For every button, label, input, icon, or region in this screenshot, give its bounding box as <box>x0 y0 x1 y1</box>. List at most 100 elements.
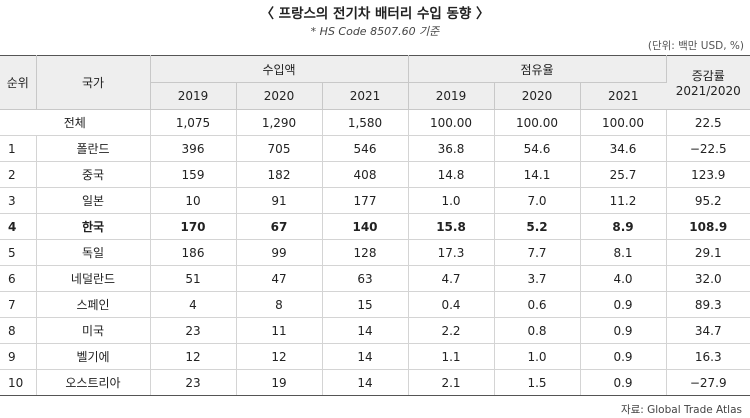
header-rank: 순위 <box>0 55 37 110</box>
table-cell: 8.1 <box>580 239 667 266</box>
table-cell: 182 <box>236 161 323 188</box>
header-country: 국가 <box>36 55 151 110</box>
header-import-year: 2021 <box>322 82 409 110</box>
table-cell: 11.2 <box>580 187 667 214</box>
table-row: 8 미국 23 11 14 2.2 0.8 0.9 34.7 <box>0 317 750 344</box>
country-cell: 오스트리아 <box>36 369 151 396</box>
country-cell: 미국 <box>36 317 151 344</box>
table-cell: 14 <box>322 369 409 396</box>
table-cell: 2.1 <box>408 369 495 396</box>
country-cell: 네덜란드 <box>36 265 151 292</box>
table-cell: 100.00 <box>408 109 495 136</box>
table-cell: 32.0 <box>666 265 750 292</box>
table-row: 3 일본 10 91 177 1.0 7.0 11.2 95.2 <box>0 187 750 214</box>
table-cell: 0.9 <box>580 369 667 396</box>
table-cell: 1.5 <box>494 369 581 396</box>
rank-cell: 5 <box>0 239 37 266</box>
table-cell: 546 <box>322 135 409 162</box>
table-cell: 1,580 <box>322 109 409 136</box>
rank-cell: 9 <box>0 343 37 370</box>
rank-cell: 8 <box>0 317 37 344</box>
country-cell: 중국 <box>36 161 151 188</box>
table-cell: 8.9 <box>580 213 667 240</box>
table-row: 2 중국 159 182 408 14.8 14.1 25.7 123.9 <box>0 161 750 188</box>
table-cell: 89.3 <box>666 291 750 318</box>
table-cell: 159 <box>150 161 237 188</box>
table-cell: 29.1 <box>666 239 750 266</box>
import-table: 순위 국가 수입액 점유율 증감률 2021/2020 2019 2020 20… <box>0 55 750 396</box>
table-cell: 1.1 <box>408 343 495 370</box>
table-row: 4 한국 170 67 140 15.8 5.2 8.9 108.9 <box>0 213 750 240</box>
table-cell: 11 <box>236 317 323 344</box>
table-cell: 12 <box>236 343 323 370</box>
table-cell: 1,290 <box>236 109 323 136</box>
table-cell: 14 <box>322 317 409 344</box>
table-cell: 54.6 <box>494 135 581 162</box>
table-cell: 7.7 <box>494 239 581 266</box>
table-cell: 22.5 <box>666 109 750 136</box>
table-cell: 23 <box>150 369 237 396</box>
table-cell: 108.9 <box>666 213 750 240</box>
table-cell: 186 <box>150 239 237 266</box>
country-cell: 일본 <box>36 187 151 214</box>
header-growth-period: 2021/2020 <box>675 84 741 98</box>
table-cell: 7.0 <box>494 187 581 214</box>
table-cell: 8 <box>236 291 323 318</box>
table-title: 〈 프랑스의 전기차 배터리 수입 동향 〉 <box>260 6 490 22</box>
table-cell: 396 <box>150 135 237 162</box>
table-cell: 25.7 <box>580 161 667 188</box>
table-cell: 2.2 <box>408 317 495 344</box>
table-cell: 63 <box>322 265 409 292</box>
table-cell: 51 <box>150 265 237 292</box>
table-cell: 0.9 <box>580 291 667 318</box>
table-cell: 123.9 <box>666 161 750 188</box>
table-cell: 47 <box>236 265 323 292</box>
table-cell: 1.0 <box>408 187 495 214</box>
rank-cell: 3 <box>0 187 37 214</box>
table-row: 1 폴란드 396 705 546 36.8 54.6 34.6 −22.5 <box>0 135 750 162</box>
table-cell: 140 <box>322 213 409 240</box>
table-cell: 4.0 <box>580 265 667 292</box>
table-cell: 3.7 <box>494 265 581 292</box>
unit-label: (단위: 백만 USD, %) <box>647 40 744 52</box>
table-cell: 0.8 <box>494 317 581 344</box>
table-row: 9 벨기에 12 12 14 1.1 1.0 0.9 16.3 <box>0 343 750 370</box>
table-cell: 19 <box>236 369 323 396</box>
table-cell: 14.8 <box>408 161 495 188</box>
table-cell: 0.9 <box>580 343 667 370</box>
table-cell: 177 <box>322 187 409 214</box>
table-cell: 705 <box>236 135 323 162</box>
table-cell: 17.3 <box>408 239 495 266</box>
table-cell: 100.00 <box>580 109 667 136</box>
table-row: 10 오스트리아 23 19 14 2.1 1.5 0.9 −27.9 <box>0 369 750 396</box>
total-row: 전체 1,075 1,290 1,580 100.00 100.00 100.0… <box>0 109 750 136</box>
table-cell: 15 <box>322 291 409 318</box>
table-cell: 14 <box>322 343 409 370</box>
rank-cell: 2 <box>0 161 37 188</box>
table-cell: 10 <box>150 187 237 214</box>
table-row: 6 네덜란드 51 47 63 4.7 3.7 4.0 32.0 <box>0 265 750 292</box>
table-cell: 34.7 <box>666 317 750 344</box>
table-cell: 0.9 <box>580 317 667 344</box>
rank-cell: 10 <box>0 369 37 396</box>
header-import-amount: 수입액 <box>150 55 409 83</box>
hs-code-note: * HS Code 8507.60 기준 <box>310 25 440 38</box>
table-cell: 23 <box>150 317 237 344</box>
table-row: 7 스페인 4 8 15 0.4 0.6 0.9 89.3 <box>0 291 750 318</box>
table-cell: 170 <box>150 213 237 240</box>
header-import-year: 2019 <box>150 82 237 110</box>
rank-cell: 1 <box>0 135 37 162</box>
table-cell: 36.8 <box>408 135 495 162</box>
table-cell: 14.1 <box>494 161 581 188</box>
country-cell: 독일 <box>36 239 151 266</box>
header-share-year: 2021 <box>580 82 666 110</box>
table-row: 5 독일 186 99 128 17.3 7.7 8.1 29.1 <box>0 239 750 266</box>
header-growth: 증감률 2021/2020 <box>666 55 750 110</box>
table-cell: 1.0 <box>494 343 581 370</box>
total-label: 전체 <box>0 109 151 136</box>
table-cell: 67 <box>236 213 323 240</box>
header-share: 점유율 <box>408 55 667 83</box>
table-cell: 4.7 <box>408 265 495 292</box>
rank-cell: 6 <box>0 265 37 292</box>
header-share-year: 2020 <box>494 82 581 110</box>
